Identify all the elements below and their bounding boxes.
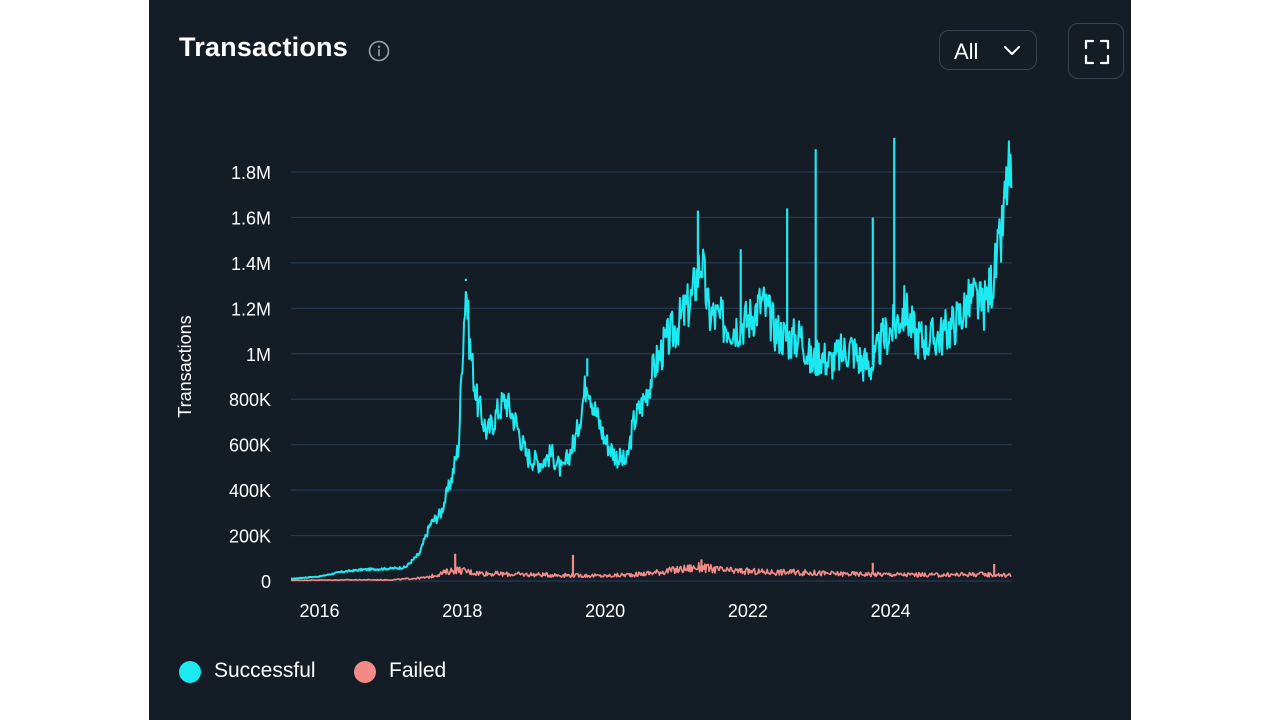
x-tick-label-0: 2016 [300, 601, 340, 621]
transactions-chart: 0 200K 400K 600K 800K 1M 1.2M 1.4M 1.6M 1.8M 2016 2… [175, 137, 1013, 621]
series-line-successful [290, 140, 1013, 580]
y-tick-label-8: 1.6M [231, 208, 271, 228]
transactions-card: Transactions All 0 200K 400K 600K 800K 1M 1.2M… [149, 0, 1131, 720]
y-tick-label-4: 800K [229, 390, 271, 410]
range-dropdown[interactable]: All [939, 30, 1037, 70]
x-tick-label-1: 2018 [442, 601, 482, 621]
y-tick-label-3: 600K [229, 436, 271, 456]
y-axis-label: Transactions [175, 315, 195, 417]
x-tick-label-2: 2020 [585, 601, 625, 621]
fullscreen-button[interactable] [1068, 23, 1124, 79]
chevron-down-icon [1004, 46, 1020, 55]
legend-dot-failed [354, 661, 376, 683]
y-tick-label-0: 0 [261, 572, 271, 592]
legend-label-failed: Failed [389, 659, 447, 682]
fullscreen-icon [1084, 39, 1110, 65]
y-tick-label-9: 1.8M [231, 163, 271, 183]
y-tick-label-2: 400K [229, 481, 271, 501]
x-tick-label-4: 2024 [871, 601, 911, 621]
y-tick-label-7: 1.4M [231, 254, 271, 274]
info-icon[interactable] [368, 40, 390, 62]
y-tick-label-5: 1M [246, 345, 271, 365]
y-tick-label-6: 1.2M [231, 299, 271, 319]
legend-label-successful: Successful [214, 659, 316, 682]
x-tick-label-3: 2022 [728, 601, 768, 621]
series-line-failed [290, 562, 1012, 582]
range-selected-label: All [954, 39, 979, 64]
legend-dot-successful [179, 661, 201, 683]
y-tick-label-1: 200K [229, 527, 271, 547]
chart-title: Transactions [179, 32, 348, 62]
